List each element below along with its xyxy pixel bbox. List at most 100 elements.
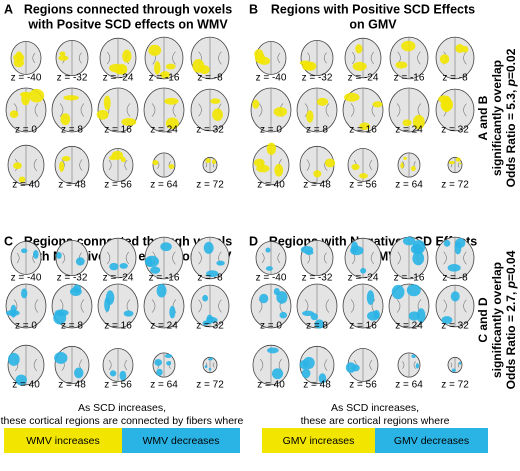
effect-region	[410, 165, 416, 172]
effect-region	[212, 159, 216, 165]
effect-region	[74, 367, 84, 379]
effect-region	[252, 99, 260, 109]
effect-region	[166, 361, 172, 366]
effect-region	[63, 95, 79, 101]
slice-label: z = 16	[104, 321, 132, 332]
slice-label: z = 72	[196, 380, 224, 391]
stat-part: p	[504, 79, 518, 87]
slice-label: z = 8	[61, 125, 83, 136]
effect-region	[412, 240, 426, 255]
brain-slice	[300, 239, 334, 276]
slice-label: z = 40	[12, 180, 40, 191]
side-note: significantly overlap	[490, 60, 504, 176]
slice-label: z = 24	[395, 125, 423, 136]
brain-slice	[250, 87, 292, 133]
slice-label: z = -24	[103, 73, 134, 84]
effect-region	[265, 266, 273, 271]
effect-region	[303, 61, 317, 71]
slice-label: z = -16	[149, 73, 180, 84]
legend-swatch	[4, 428, 122, 453]
effect-region	[28, 88, 45, 103]
brain-slice	[299, 145, 336, 185]
effect-region	[122, 49, 132, 63]
slice-label: z = -16	[394, 273, 425, 284]
slice-label: z = 40	[12, 380, 40, 391]
effect-region	[204, 365, 208, 369]
effect-region	[461, 46, 469, 53]
brain-slice	[435, 284, 475, 328]
slice-label: z = -32	[57, 73, 88, 84]
brain-slice	[344, 37, 382, 79]
effect-region	[121, 118, 137, 126]
slice-label: z = -40	[11, 73, 42, 84]
effect-region	[450, 291, 460, 302]
stat-part: =0.02	[504, 48, 518, 79]
panel-title: on GMV	[349, 17, 397, 31]
effect-region	[411, 354, 416, 358]
slice-label: z = -8	[197, 273, 223, 284]
effect-region	[18, 176, 26, 183]
effect-region	[210, 98, 221, 104]
effect-region	[165, 117, 179, 130]
brain-slice	[299, 40, 334, 77]
slice-label: z = -40	[256, 73, 287, 84]
effect-region	[403, 156, 408, 160]
brain-folds	[108, 348, 128, 382]
effect-region	[274, 163, 284, 177]
brain-slice	[102, 148, 134, 182]
slice-label: z = 24	[150, 125, 178, 136]
slice-label: z = -8	[197, 73, 223, 84]
brain-slice	[435, 236, 475, 280]
legend-label: WMV increases	[26, 435, 100, 447]
effect-region	[150, 266, 161, 274]
effect-region	[75, 257, 85, 266]
brain-slice	[99, 237, 137, 279]
effect-region	[21, 248, 28, 254]
brain-folds	[402, 352, 416, 378]
brain-slice	[255, 241, 287, 275]
slice-label: z = 32	[441, 321, 469, 332]
slice-label: z = 56	[104, 180, 132, 191]
slice-label: z = 0	[15, 321, 37, 332]
brain-slice	[144, 236, 184, 280]
effect-region	[109, 155, 117, 161]
brain-slice	[190, 236, 230, 280]
slice-label: z = 64	[395, 180, 423, 191]
legend-caption: these are cortical regions where	[301, 415, 450, 427]
slice-label: z = 8	[306, 321, 328, 332]
effect-region	[156, 284, 167, 298]
effect-region	[203, 241, 214, 254]
effect-region	[455, 237, 466, 248]
slice-label: z = -8	[442, 273, 468, 284]
effect-region	[165, 63, 176, 70]
panel-letter: A	[4, 2, 13, 16]
effect-region	[54, 352, 68, 364]
effect-region	[355, 44, 363, 54]
panel-title: Regions with Positive SCD Effects	[271, 2, 475, 16]
effect-region	[313, 170, 322, 178]
brain-slice	[152, 152, 176, 178]
slice-label: z = 0	[15, 125, 37, 136]
legend-caption: As SCD increases,	[331, 402, 419, 414]
slice-label: z = 48	[58, 180, 86, 191]
slice-label: z = 56	[104, 380, 132, 391]
effect-region	[400, 162, 404, 169]
slice-label: z = -32	[302, 273, 333, 284]
effect-region	[61, 155, 71, 162]
brain-slice	[252, 142, 290, 186]
effect-region	[19, 91, 32, 98]
panel-letter: D	[249, 234, 258, 248]
side-note: A and B	[476, 95, 490, 140]
effect-region	[265, 247, 271, 253]
slice-label: z = -16	[394, 73, 425, 84]
effect-region	[412, 251, 425, 266]
slice-label: z = 64	[395, 380, 423, 391]
brain-slice	[344, 237, 382, 279]
brain-slice	[296, 283, 338, 329]
effect-region	[279, 311, 288, 319]
slice-label: z = 56	[349, 380, 377, 391]
effect-region	[206, 314, 214, 325]
effect-region	[13, 58, 25, 68]
panel-letter: B	[249, 2, 258, 16]
